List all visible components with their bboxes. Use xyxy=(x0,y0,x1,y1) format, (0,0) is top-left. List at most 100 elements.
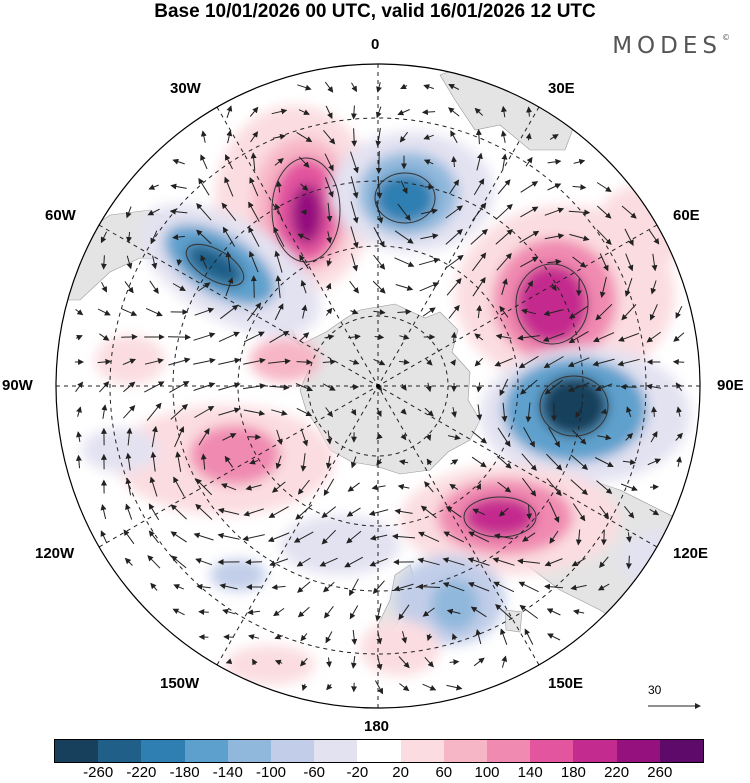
wind-vector xyxy=(324,334,335,341)
wind-vector xyxy=(470,228,488,245)
wind-vector xyxy=(350,308,359,315)
wind-vector xyxy=(542,332,565,342)
wind-vector xyxy=(572,503,586,522)
wind-vector xyxy=(493,581,515,593)
wind-vector xyxy=(326,683,333,691)
wind-vector xyxy=(546,478,562,497)
wind-vector xyxy=(547,258,562,265)
wind-vector xyxy=(575,406,583,419)
wind-vector xyxy=(373,254,386,270)
wind-vector xyxy=(475,128,482,145)
wind-vector xyxy=(599,556,609,568)
wind-vector xyxy=(150,582,158,591)
wind-vector xyxy=(599,505,609,519)
wind-vector xyxy=(471,252,487,272)
wind-vector xyxy=(448,107,460,117)
wind-vector xyxy=(148,503,160,521)
wind-vector xyxy=(198,282,211,292)
wind-vector xyxy=(393,583,414,592)
wind-vector xyxy=(243,508,264,517)
wind-vector xyxy=(600,408,608,415)
wind-vector xyxy=(495,229,513,245)
wind-vector xyxy=(398,459,409,466)
wind-vector xyxy=(397,109,410,116)
wind-vector xyxy=(572,184,587,191)
wind-vector xyxy=(649,508,660,516)
wind-vector xyxy=(418,257,440,266)
wind-vector xyxy=(500,628,508,645)
wind-vector xyxy=(275,180,282,193)
wind-vector xyxy=(249,176,259,197)
wind-vector xyxy=(399,359,410,365)
wind-vector xyxy=(325,105,333,120)
wind-vector xyxy=(195,558,213,566)
wind-vector xyxy=(301,683,308,692)
wind-vector xyxy=(399,131,409,143)
wind-vector xyxy=(596,229,612,246)
wind-vector xyxy=(101,281,107,293)
wind-vector xyxy=(449,659,460,666)
wind-vector xyxy=(474,357,484,367)
wind-vector xyxy=(173,476,185,497)
wind-vector xyxy=(424,481,434,493)
wind-vector xyxy=(249,458,259,465)
wind-vector xyxy=(243,331,265,343)
wind-vector xyxy=(297,479,310,495)
wind-vector xyxy=(100,530,108,544)
wind-vector xyxy=(675,382,683,392)
wind-vector xyxy=(571,557,586,567)
wind-vector xyxy=(193,382,216,391)
wind-vector xyxy=(274,203,283,220)
wind-vector xyxy=(423,134,434,140)
wind-vector xyxy=(375,603,382,622)
wind-vector xyxy=(519,604,538,619)
wind-vector xyxy=(298,109,310,115)
brand-logo: MODES© xyxy=(612,33,730,59)
wind-vector xyxy=(124,281,134,294)
wind-vector xyxy=(376,654,383,671)
colorbar-tick-label: 60 xyxy=(435,764,453,781)
wind-vector xyxy=(346,530,362,544)
wind-vector xyxy=(300,428,309,447)
wind-vector xyxy=(224,176,234,197)
wind-vector xyxy=(520,379,538,395)
wind-vector xyxy=(273,607,285,617)
wind-vector xyxy=(267,532,290,543)
wind-vector xyxy=(373,227,385,248)
wind-vector xyxy=(196,583,211,590)
wind-vector xyxy=(269,384,290,391)
wind-vector xyxy=(620,383,637,390)
wind-vector xyxy=(350,176,359,199)
wind-vector xyxy=(450,331,457,342)
wind-vector xyxy=(397,308,412,315)
wind-vector xyxy=(325,455,332,470)
wind-vector xyxy=(323,605,334,619)
wind-vector xyxy=(676,406,682,417)
wind-vector xyxy=(423,84,434,90)
wind-vector xyxy=(225,154,233,170)
wind-vector xyxy=(624,505,635,519)
lon-label-120e: 120E xyxy=(673,545,709,562)
wind-vector xyxy=(350,105,357,120)
wind-vector xyxy=(501,402,508,423)
wind-vector xyxy=(497,481,512,493)
wind-vector xyxy=(468,531,490,543)
wind-vector xyxy=(274,157,284,166)
wind-vector xyxy=(626,406,632,417)
wind-vector xyxy=(394,230,414,244)
wind-vector xyxy=(476,382,483,393)
wind-vector xyxy=(193,357,216,365)
wind-vector xyxy=(597,434,612,441)
wind-vector xyxy=(672,358,685,365)
wind-vector xyxy=(471,456,487,468)
wind-vector xyxy=(147,208,160,216)
wind-vector xyxy=(300,183,309,191)
wind-vector xyxy=(399,334,410,340)
polar-map xyxy=(55,63,701,709)
wind-vector xyxy=(596,182,612,193)
lon-label-60e: 60E xyxy=(673,207,700,224)
colorbar-tick-label: -140 xyxy=(212,764,243,781)
wind-vector xyxy=(97,358,112,365)
wind-vector xyxy=(494,357,513,367)
wind-vector xyxy=(495,604,513,620)
